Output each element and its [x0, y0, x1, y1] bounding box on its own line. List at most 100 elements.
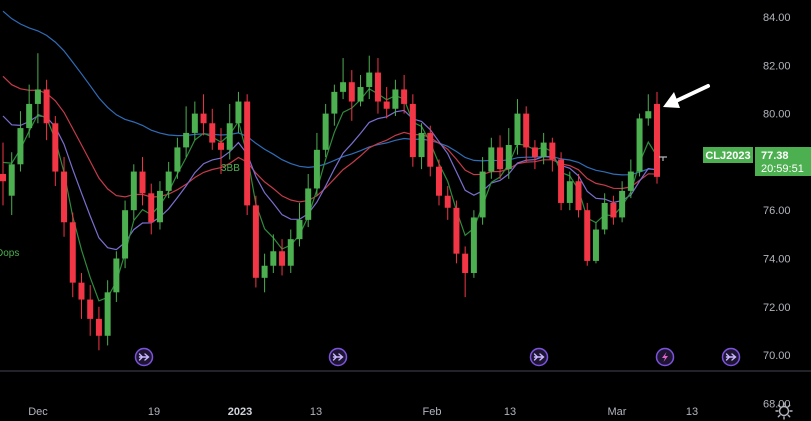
candle-body — [322, 113, 329, 150]
candle-body — [331, 91, 338, 114]
candle — [200, 94, 207, 136]
earnings-event-icon[interactable] — [134, 347, 154, 367]
candle-body — [592, 229, 599, 261]
candle — [26, 84, 33, 138]
y-tick-label: 74.00 — [763, 254, 791, 266]
y-tick-label: 84.00 — [763, 12, 791, 24]
candle — [165, 161, 172, 199]
candle — [575, 173, 582, 218]
candle — [130, 164, 137, 220]
price-axis[interactable]: 84.0082.0080.0078.0076.0074.0072.0070.00… — [763, 12, 791, 410]
candle — [287, 229, 294, 273]
event-markers — [134, 347, 741, 367]
candle — [104, 280, 111, 346]
candle-body — [619, 190, 626, 218]
candle-body — [401, 89, 408, 104]
ma-mid-line — [2, 109, 658, 251]
candle — [113, 251, 120, 302]
candle — [427, 125, 434, 177]
candle — [78, 272, 85, 319]
candle — [148, 183, 155, 235]
arrow-shaft — [674, 84, 710, 103]
y-tick-label: 80.00 — [763, 109, 791, 121]
candle — [348, 70, 355, 121]
candle-body — [87, 299, 94, 319]
symbol-badge — [703, 147, 753, 163]
candle — [392, 79, 399, 117]
candle — [279, 239, 286, 276]
candle-body — [261, 265, 268, 278]
candle-body — [523, 113, 530, 148]
candle-body — [122, 210, 129, 259]
arrow-head — [663, 92, 680, 108]
earnings-event-icon[interactable] — [721, 347, 741, 367]
time-axis[interactable]: Dec 19 2023 13 Feb 13 Mar 13 — [28, 406, 698, 418]
candle — [584, 202, 591, 266]
candle-body — [296, 219, 303, 240]
candle-body — [444, 195, 451, 208]
last-price-badge — [755, 147, 811, 176]
candle-body — [113, 258, 120, 293]
candle — [183, 106, 190, 158]
candle — [514, 99, 521, 155]
candle — [52, 116, 59, 187]
candle-body — [139, 171, 146, 194]
candle — [627, 159, 634, 199]
candle-body — [156, 190, 163, 223]
candle-body — [313, 149, 320, 189]
x-tick-label: 2023 — [228, 406, 252, 418]
candle-body — [279, 251, 286, 266]
candle-body — [200, 113, 207, 124]
annotation-left-label: Dops — [0, 248, 19, 259]
candle — [340, 58, 347, 100]
candle — [34, 53, 41, 124]
candle — [0, 142, 6, 206]
candle-body — [427, 132, 434, 167]
candle-body — [409, 103, 416, 158]
x-tick-label: 13 — [310, 406, 322, 418]
y-tick-label: 68.00 — [763, 398, 791, 410]
candle — [505, 128, 512, 179]
candle — [209, 108, 216, 150]
candle-body — [270, 251, 277, 266]
candle-body — [584, 210, 591, 261]
candle-body — [540, 142, 547, 158]
candle — [436, 159, 442, 206]
candle-body — [69, 222, 76, 283]
candle — [401, 74, 408, 114]
candle — [383, 87, 390, 119]
annotation-mid-label: 3BB — [221, 163, 240, 174]
candle — [470, 210, 477, 278]
x-tick-label: Dec — [28, 406, 48, 418]
candle-body — [43, 89, 50, 124]
candle-body — [566, 181, 573, 203]
candle-body — [8, 164, 15, 196]
earnings-event-icon[interactable] — [529, 347, 549, 367]
candle-body — [0, 173, 6, 182]
candle — [156, 181, 163, 230]
candle — [540, 132, 547, 165]
candle — [122, 200, 129, 269]
candle-body — [357, 87, 364, 102]
candle — [331, 84, 338, 126]
candle-body — [52, 123, 59, 172]
earnings-event-icon[interactable] — [328, 347, 348, 367]
candlesticks — [0, 53, 667, 351]
moving-averages — [2, 10, 658, 302]
candle-body — [183, 132, 190, 148]
candle — [619, 181, 626, 223]
x-tick-label: Feb — [423, 406, 442, 418]
dividend-event-icon[interactable] — [655, 347, 675, 367]
ma-slow-line — [2, 10, 658, 176]
candle-body — [531, 147, 538, 158]
candle-body — [287, 239, 294, 266]
candle — [409, 94, 416, 167]
last-bar-marker — [659, 156, 667, 161]
candle — [610, 195, 617, 225]
x-tick-label: Mar — [608, 406, 627, 418]
candle — [549, 137, 556, 172]
settings-icon[interactable] — [775, 402, 793, 420]
candle-body — [470, 217, 477, 273]
candle — [252, 195, 259, 288]
